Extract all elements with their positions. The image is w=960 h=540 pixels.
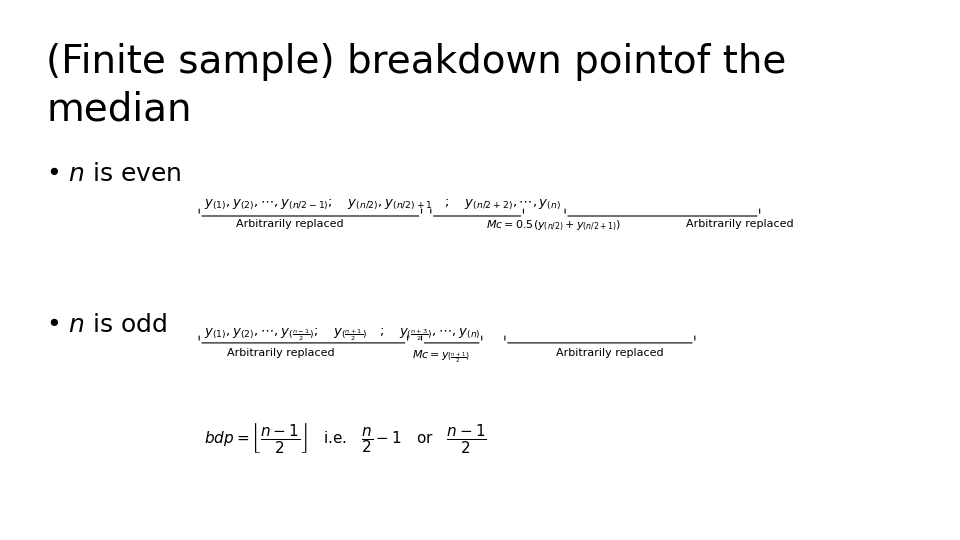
Text: $Mc{=}0.5(y_{(n/2)}+y_{(n/2+1)})$: $Mc{=}0.5(y_{(n/2)}+y_{(n/2+1)})$ xyxy=(487,219,622,233)
Text: Arbitrarily replaced: Arbitrarily replaced xyxy=(227,348,335,359)
Text: (Finite sample) breakdown pointof the
median: (Finite sample) breakdown pointof the me… xyxy=(46,43,786,128)
Text: $y_{(1)}, y_{(2)}, \cdots, y_{(\frac{n-1}{2})}; \quad y_{(\frac{n+1}{2})} \quad : $y_{(1)}, y_{(2)}, \cdots, y_{(\frac{n-1… xyxy=(204,327,481,343)
Text: $Mc{=}y_{(\frac{n+1}{2})}$: $Mc{=}y_{(\frac{n+1}{2})}$ xyxy=(412,348,470,365)
Text: $bdp = \left\lfloor \dfrac{n-1}{2} \right\rfloor \quad \text{i.e.} \quad \dfrac{: $bdp = \left\lfloor \dfrac{n-1}{2} \righ… xyxy=(204,421,487,455)
Text: • $n$ is even: • $n$ is even xyxy=(46,162,182,186)
Text: Arbitrarily replaced: Arbitrarily replaced xyxy=(685,219,793,229)
Text: Arbitrarily replaced: Arbitrarily replaced xyxy=(236,219,344,229)
Text: • $n$ is odd: • $n$ is odd xyxy=(46,313,167,337)
Text: Arbitrarily replaced: Arbitrarily replaced xyxy=(556,348,663,359)
Text: $y_{(1)}, y_{(2)}, \cdots, y_{(n/2-1)}; \quad y_{(n/2)}, y_{(n/2)+1} \quad ; \qu: $y_{(1)}, y_{(2)}, \cdots, y_{(n/2-1)}; … xyxy=(204,197,561,211)
